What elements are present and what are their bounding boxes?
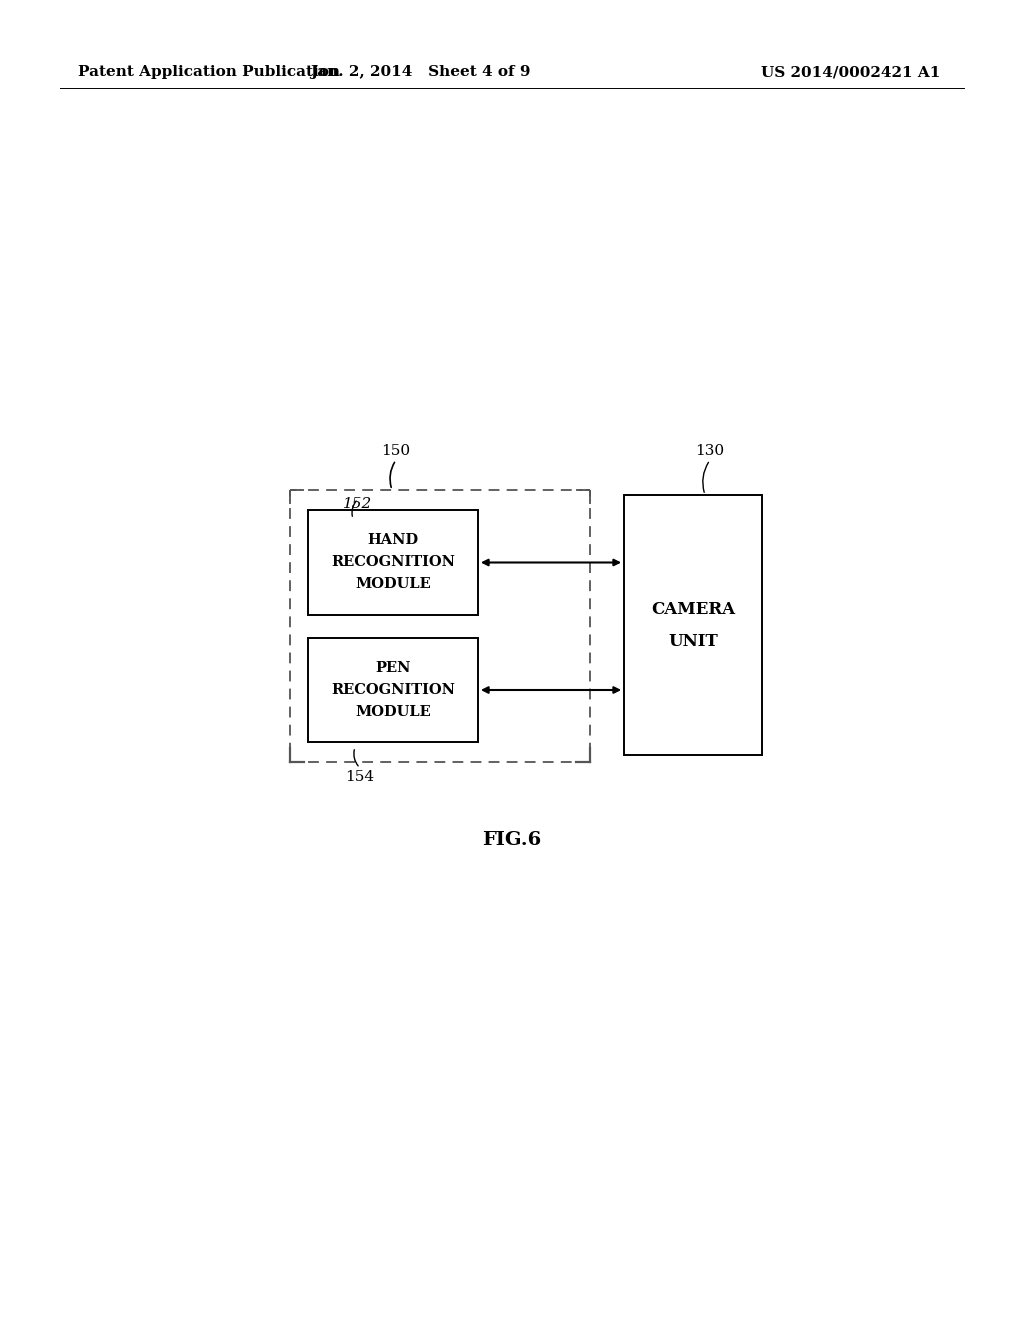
Text: MODULE: MODULE	[355, 578, 431, 591]
Text: MODULE: MODULE	[355, 705, 431, 719]
Text: 130: 130	[695, 444, 725, 458]
Bar	[624, 495, 762, 755]
Text: RECOGNITION: RECOGNITION	[331, 682, 455, 697]
Text: Patent Application Publication: Patent Application Publication	[78, 65, 340, 79]
Text: PEN: PEN	[375, 661, 411, 675]
Text: HAND: HAND	[368, 533, 419, 548]
Text: RECOGNITION: RECOGNITION	[331, 556, 455, 569]
Text: CAMERA: CAMERA	[651, 601, 735, 618]
Bar	[308, 638, 478, 742]
Text: US 2014/0002421 A1: US 2014/0002421 A1	[761, 65, 940, 79]
Text: Jan. 2, 2014   Sheet 4 of 9: Jan. 2, 2014 Sheet 4 of 9	[309, 65, 530, 79]
Bar	[308, 510, 478, 615]
Text: 152: 152	[343, 498, 373, 511]
Text: 150: 150	[381, 444, 411, 458]
Text: UNIT: UNIT	[668, 632, 718, 649]
Text: 154: 154	[345, 770, 375, 784]
Text: FIG.6: FIG.6	[482, 832, 542, 849]
